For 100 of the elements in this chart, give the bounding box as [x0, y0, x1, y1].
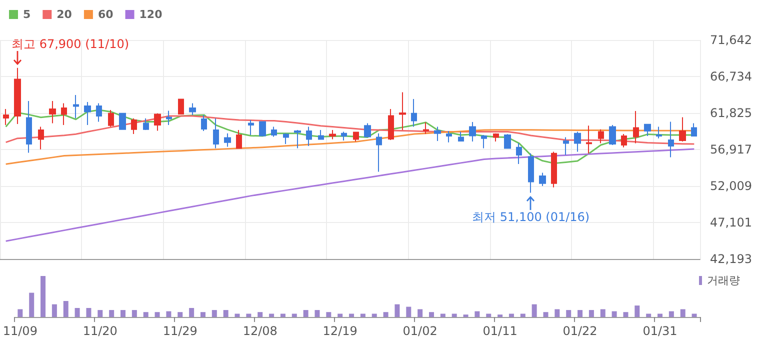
y-tick-label: 52,009 [710, 179, 752, 194]
bar [143, 312, 148, 317]
candlestick [388, 108, 394, 141]
y-tick-label: 61,825 [710, 106, 752, 120]
candlestick [201, 114, 207, 132]
candlestick [108, 109, 114, 128]
candlestick [224, 132, 231, 148]
bar [154, 312, 160, 317]
bar [349, 314, 354, 317]
bar [326, 312, 332, 317]
candlestick [119, 112, 126, 130]
bar [452, 314, 457, 317]
legend-label: 5 [23, 8, 31, 21]
bar [623, 312, 628, 317]
bar [394, 304, 400, 317]
x-tick-label: 11/20 [82, 324, 118, 338]
candlestick [84, 102, 91, 126]
bar [98, 310, 103, 317]
candlestick [481, 134, 487, 149]
bar [520, 314, 526, 317]
candlestick [26, 100, 32, 154]
candlestick [61, 102, 67, 126]
bar [440, 314, 446, 317]
x-tick-label: 01/22 [562, 324, 598, 338]
legend-label: 120 [139, 8, 163, 21]
y-tick-label: 66,734 [710, 70, 752, 84]
candlestick [213, 118, 219, 149]
candlestick [248, 120, 254, 136]
bar [132, 310, 137, 317]
candlestick [539, 172, 546, 186]
bar [566, 310, 572, 317]
candlestick [189, 102, 196, 116]
bar [29, 292, 34, 317]
bar [418, 309, 423, 317]
bar [258, 312, 263, 317]
candlestick [574, 131, 581, 152]
candlestick [551, 151, 557, 188]
candlestick [493, 132, 499, 142]
bar [554, 309, 560, 317]
candlestick [656, 126, 662, 139]
candlestick [341, 131, 347, 141]
bar [166, 311, 172, 317]
candlestick [318, 130, 324, 140]
candlestick [14, 67, 21, 125]
candlestick [49, 100, 56, 124]
legend-label: 거래량 [707, 274, 740, 287]
bar [109, 310, 114, 317]
candlestick [3, 108, 9, 126]
y-tick-label: 47,101 [710, 216, 752, 230]
candlestick [679, 116, 686, 142]
candlestick [178, 98, 184, 115]
x-tick-label: 12/19 [322, 324, 358, 338]
bar [668, 311, 674, 317]
y-tick-label: 71,642 [710, 33, 752, 47]
bar [314, 310, 320, 317]
bar [120, 310, 126, 317]
candlestick [411, 98, 417, 128]
candlestick [598, 128, 604, 144]
bar [680, 309, 686, 317]
bar [40, 276, 46, 317]
bar [200, 312, 206, 317]
y-tick-label: 56,917 [710, 142, 752, 157]
bar [52, 304, 57, 317]
bar [234, 314, 240, 317]
candlestick [236, 130, 242, 149]
candlestick [458, 131, 464, 142]
x-tick-label: 01/11 [482, 324, 518, 338]
candlestick [143, 118, 149, 130]
annotation: 최고 67,900 (11/10) [12, 36, 130, 51]
candlestick [96, 102, 102, 122]
candlestick [563, 136, 569, 156]
x-tick-label: 11/29 [162, 324, 198, 338]
bar [280, 314, 286, 317]
bar [303, 310, 308, 317]
y-tick-label: 42,193 [710, 252, 752, 266]
bar [612, 311, 617, 317]
bar [63, 301, 68, 317]
bar [692, 314, 697, 317]
x-tick-label: 01/31 [642, 324, 678, 338]
candlestick [329, 130, 336, 140]
candlestick [423, 122, 429, 135]
bar [246, 314, 252, 317]
bar [360, 314, 366, 317]
candlestick [691, 122, 697, 137]
bar [578, 310, 583, 317]
x-tick-label: 11/09 [2, 324, 38, 338]
candlestick [166, 110, 172, 126]
candlestick [399, 92, 406, 130]
bar [508, 314, 514, 317]
candlestick [528, 152, 534, 194]
annotation: 최저 51,100 (01/16) [472, 210, 590, 224]
candlestick [609, 124, 616, 146]
bar [543, 312, 548, 317]
candlestick [668, 121, 674, 158]
bar [269, 314, 274, 317]
candlestick [259, 121, 266, 136]
candlestick [131, 118, 137, 135]
bar [223, 310, 228, 317]
legend-label: 60 [98, 8, 114, 21]
bar [634, 306, 640, 317]
